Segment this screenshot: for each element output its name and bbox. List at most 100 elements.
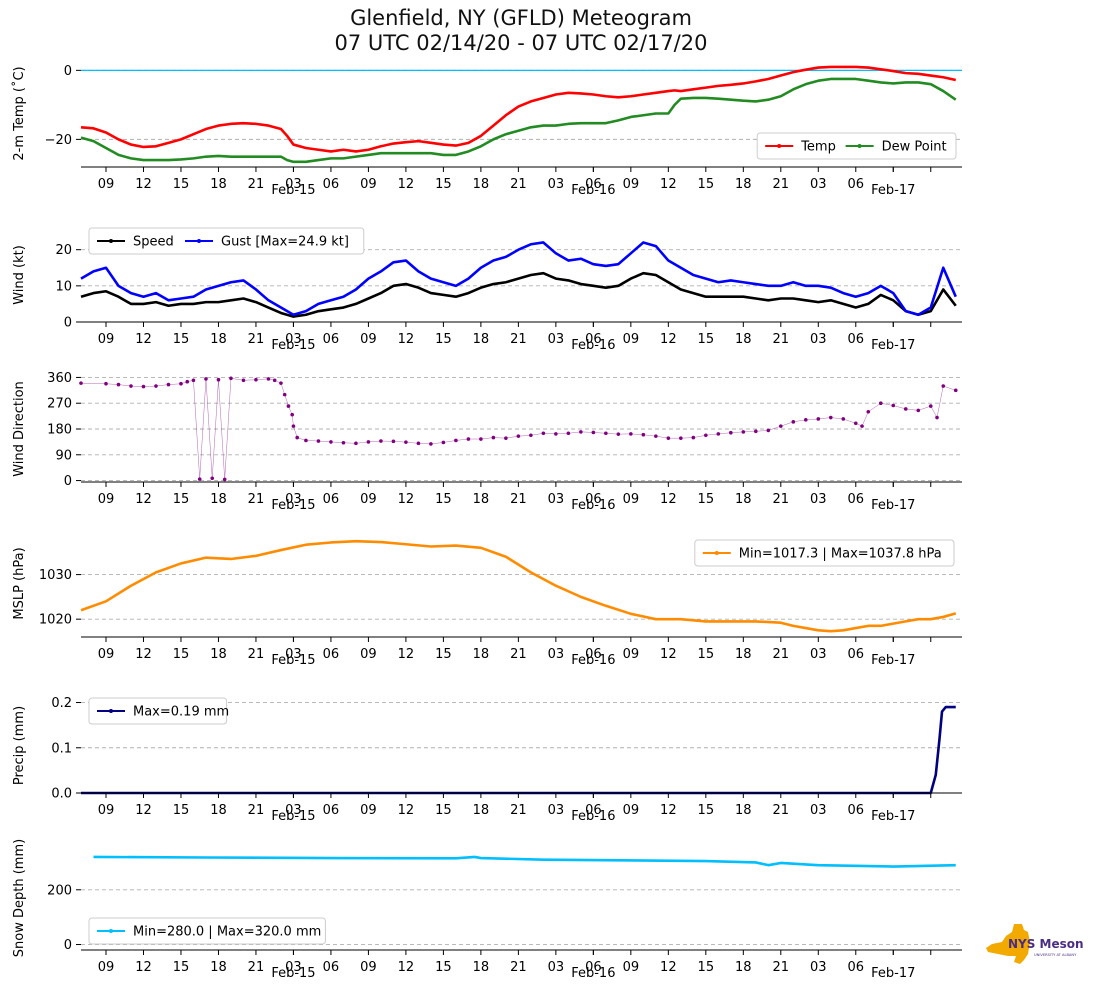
x-date-label: Feb-15 [271, 809, 315, 824]
x-tick-label: 12 [398, 492, 415, 507]
data-point [404, 440, 408, 444]
x-tick-label: 21 [773, 803, 790, 818]
legend-entry: Max=0.19 mm [133, 705, 229, 720]
x-tick-label: 03 [548, 177, 565, 192]
data-point [241, 378, 246, 383]
x-date-label: Feb-16 [571, 498, 615, 513]
x-tick-label: 09 [98, 177, 115, 192]
y-axis-label: Precip (mm) [12, 706, 27, 785]
x-tick-label: 15 [435, 177, 452, 192]
y-tick-label: 200 [47, 883, 72, 898]
x-tick-label: 21 [510, 960, 527, 975]
x-tick-label: 03 [810, 960, 827, 975]
panel-wind: 0 10 20 Wind (kt) 09 12 15 18 21 03 06 09 12 15 18 21 03… [12, 227, 962, 353]
data-point [566, 431, 571, 436]
data-point [141, 384, 146, 389]
x-tick-label: 18 [210, 960, 227, 975]
x-tick-label: 21 [510, 803, 527, 818]
x-tick-label: 03 [810, 803, 827, 818]
legend: Speed Gust [Max=24.9 kt] [88, 227, 365, 255]
x-date-label: Feb-16 [571, 183, 615, 198]
data-point [729, 430, 733, 435]
y-tick-label: 180 [47, 423, 72, 438]
data-point [591, 430, 596, 435]
series-segment [224, 378, 232, 480]
legend-entry: Min=1017.3 | Max=1037.8 hPa [739, 547, 942, 562]
x-tick-label: 03 [810, 332, 827, 347]
x-tick-label: 21 [248, 647, 265, 662]
x-tick-label: 09 [623, 960, 640, 975]
series-segment [430, 442, 444, 445]
data-point [290, 412, 294, 417]
legend-box [88, 917, 326, 945]
data-point [366, 440, 371, 444]
series-segment [143, 385, 156, 387]
series-segment [861, 411, 869, 427]
x-tick-label: 15 [173, 332, 190, 347]
x-tick-label: 21 [510, 177, 527, 192]
series-segment [843, 418, 856, 424]
data-point [704, 433, 708, 438]
data-point [391, 439, 396, 444]
y-axis-label: Wind Direction [12, 381, 27, 477]
x-tick-label: 18 [210, 177, 227, 192]
data-point [466, 437, 471, 441]
series-segment [118, 384, 132, 387]
x-tick-label: 06 [585, 492, 602, 507]
x-date-label: Feb-16 [571, 966, 615, 981]
x-tick-label: 12 [135, 647, 152, 662]
data-point [491, 435, 496, 440]
data-point [579, 430, 583, 434]
data-point [803, 418, 808, 422]
x-tick-label: 21 [773, 492, 790, 507]
y-tick-label: 0 [64, 64, 72, 79]
x-date-label: Feb-15 [271, 966, 315, 981]
x-tick-label: 21 [248, 332, 265, 347]
y-tick-label: 360 [47, 371, 72, 386]
logo-subtext: UNIVERSITY AT ALBANY [1034, 953, 1077, 957]
series-segment [199, 378, 207, 480]
x-tick-label: 21 [510, 332, 527, 347]
x-tick-label: 18 [735, 332, 752, 347]
x-tick-label: 06 [585, 960, 602, 975]
y-tick-label: 0.2 [51, 696, 72, 711]
data-point [204, 377, 208, 381]
x-tick-label: 15 [698, 960, 715, 975]
data-point [953, 388, 958, 393]
x-tick-label: 09 [623, 177, 640, 192]
x-tick-label: 03 [548, 492, 565, 507]
series-segment [780, 421, 794, 427]
x-tick-label: 12 [135, 177, 152, 192]
x-tick-label: 15 [173, 803, 190, 818]
panel-precip: 0.0 0.1 0.2 Precip (mm) 09 12 15 18 21 03 06 09 12 15… [12, 696, 962, 824]
series-line-gust [80, 241, 957, 317]
x-date-label: Feb-16 [571, 338, 615, 353]
series-segment [918, 405, 931, 411]
series-segment [868, 403, 881, 413]
x-tick-label: 15 [435, 332, 452, 347]
x-tick-label: 12 [398, 960, 415, 975]
legend-marker [857, 144, 862, 148]
data-point [941, 384, 946, 388]
data-point [316, 439, 321, 443]
legend: Max=0.19 mm [88, 697, 229, 725]
chart-title: Glenfield, NY (GFLD) Meteogram 07 UTC 02… [0, 6, 1042, 56]
series-segment [318, 440, 331, 443]
series-segment [693, 435, 706, 438]
data-point [479, 437, 483, 441]
title-line-2: 07 UTC 02/14/20 - 07 UTC 02/17/20 [334, 31, 708, 55]
x-date-label: Feb-15 [271, 498, 315, 513]
x-tick-label: 15 [173, 647, 190, 662]
data-point [629, 432, 633, 436]
x-tick-label: 06 [323, 960, 340, 975]
series-segment [105, 383, 119, 385]
x-tick-label: 21 [248, 492, 265, 507]
data-point [641, 432, 646, 437]
x-tick-label: 15 [698, 492, 715, 507]
x-tick-label: 06 [848, 177, 865, 192]
x-tick-label: 06 [848, 960, 865, 975]
data-point [816, 417, 821, 421]
series-segment [580, 431, 594, 433]
series-segment [793, 419, 806, 423]
x-tick-label: 18 [735, 492, 752, 507]
